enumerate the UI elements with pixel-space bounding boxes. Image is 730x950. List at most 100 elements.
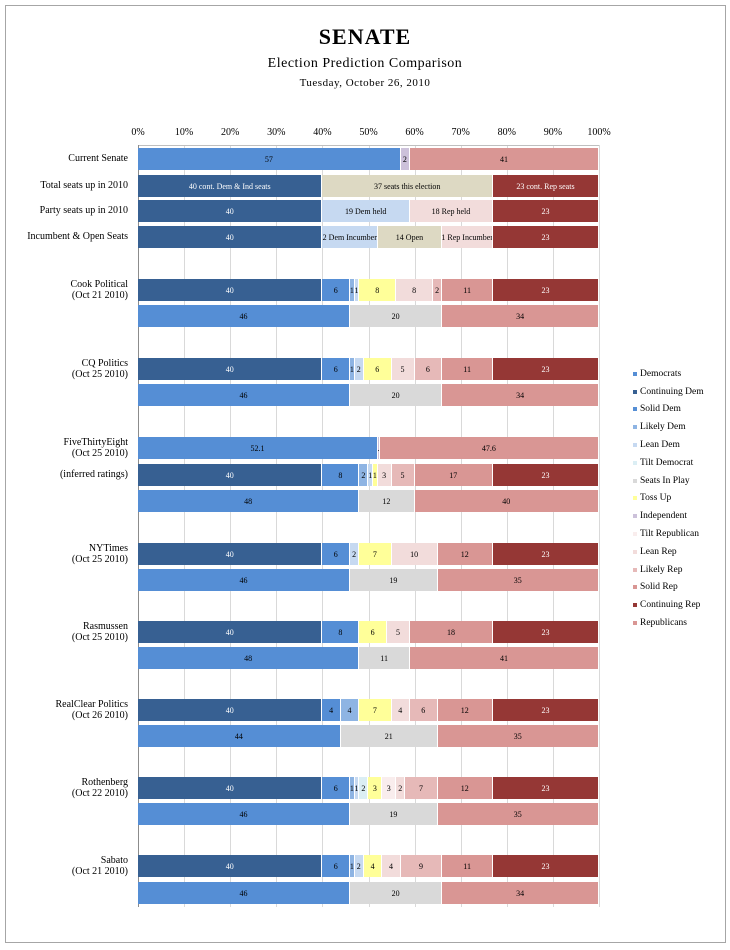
bar-segment-lean-dem: 19 Dem held bbox=[322, 200, 410, 222]
bar-segment-lean-rep: 8 bbox=[396, 279, 434, 301]
stacked-bar: 40 cont. Dem & Ind seats 37 seats this el… bbox=[138, 175, 599, 197]
bar-segment-continuing-dem: 40 bbox=[138, 200, 323, 222]
legend-swatch bbox=[633, 585, 637, 590]
row-label-title: Current Senate bbox=[68, 153, 128, 164]
row-label-date: (Oct 21 2010) bbox=[71, 866, 128, 877]
row-label-title: CQ Politics bbox=[81, 358, 128, 369]
chart-date: Tuesday, October 26, 2010 bbox=[299, 77, 431, 89]
bar-segment-solid-rep: 12 bbox=[437, 699, 493, 721]
legend-item: Independent bbox=[633, 507, 704, 525]
bar-segment-independent: 2 bbox=[400, 148, 410, 170]
bar-segment-solid-dem: 6 bbox=[322, 543, 351, 565]
bar-segment-continuing-dem: 40 cont. Dem & Ind seats bbox=[138, 175, 323, 197]
bar-segment-likely-rep: 2 bbox=[433, 279, 443, 301]
bar-segment-toss-up: 3 bbox=[368, 777, 383, 799]
row-label-date: (Oct 21 2010) bbox=[71, 290, 128, 301]
bar-segment-democrats: 48 bbox=[138, 490, 360, 512]
stacked-bar: 40 6 1 1 2 3 3 2 7 12 23 bbox=[138, 777, 599, 799]
row-label-date: (Oct 25 2010) bbox=[71, 369, 128, 380]
bar-segment-likely-rep: 6 bbox=[409, 699, 438, 721]
legend-label: Continuing Rep bbox=[640, 600, 701, 611]
legend-swatch bbox=[633, 496, 637, 501]
bar-segment-seats-in-play: 12 bbox=[359, 490, 415, 512]
bar-segment-continuing-rep: 23 bbox=[492, 699, 599, 721]
legend-item: Democrats bbox=[633, 365, 704, 383]
stacked-bar: 40 19 Dem held 18 Rep held 23 bbox=[138, 200, 599, 222]
legend-label: Likely Dem bbox=[640, 422, 686, 433]
bar-segment-lean-rep: 4 bbox=[382, 855, 401, 877]
x-tick-label: 0% bbox=[131, 127, 145, 138]
stacked-bar: 44 21 35 bbox=[138, 725, 599, 747]
bar-segment-likely-dem: 4 bbox=[340, 699, 360, 721]
bar-segment-lean-rep: 18 Rep held bbox=[409, 200, 493, 222]
row-label-title: NYTimes bbox=[88, 543, 128, 554]
bar-segment-likely-rep: 9 bbox=[400, 855, 443, 877]
row-label: Current Senate bbox=[68, 153, 128, 164]
legend-swatch bbox=[633, 567, 637, 572]
bar-segment-democrats: 44 bbox=[138, 725, 341, 747]
bar-segment-independent: 0.4 bbox=[377, 437, 380, 459]
row-label: Sabato (Oct 21 2010) bbox=[72, 855, 128, 877]
gridline bbox=[276, 145, 278, 907]
legend-item: Continuing Rep bbox=[633, 596, 704, 614]
legend-item: Tilt Democrat bbox=[633, 454, 704, 472]
bar-segment-democrats: 46 bbox=[138, 803, 351, 825]
x-tick-label: 80% bbox=[497, 127, 516, 138]
legend-item: Seats In Play bbox=[633, 472, 704, 490]
bar-segment-tilt-republican: 3 bbox=[382, 777, 397, 799]
row-label-date: (Oct 22 2010) bbox=[71, 788, 128, 799]
bar-segment-continuing-rep: 23 bbox=[492, 543, 599, 565]
bar-segment-lean-dem: 1 bbox=[368, 464, 374, 486]
row-label: Incumbent & Open Seats bbox=[27, 231, 128, 242]
legend: Democrats Continuing Dem Solid Dem Likely D… bbox=[633, 365, 704, 632]
bar-segment-republicans: 41 bbox=[409, 647, 599, 669]
bar-segment-continuing-dem: 40 bbox=[138, 358, 323, 380]
bar-segment-democrats: 48 bbox=[138, 647, 360, 669]
bar-segment-continuing-dem: 40 bbox=[138, 464, 323, 486]
bar-segment-democrats: 46 bbox=[138, 305, 351, 327]
legend-item: Likely Dem bbox=[633, 418, 704, 436]
legend-label: Toss Up bbox=[640, 493, 672, 504]
legend-label: Democrats bbox=[640, 368, 682, 379]
x-axis-line bbox=[138, 145, 599, 146]
bar-segment-solid-rep: 11 bbox=[442, 358, 493, 380]
bar-segment-solid-rep: 12 bbox=[437, 543, 493, 565]
legend-label: Tilt Democrat bbox=[640, 457, 694, 468]
bar-segment-lean-rep: 11 Rep Incumbent bbox=[442, 226, 493, 248]
stacked-bar: 40 4 4 7 4 6 12 23 bbox=[138, 699, 599, 721]
bar-segment-lean-dem: 12 Dem Incumbent bbox=[322, 226, 378, 248]
bar-segment-solid-dem: 4 bbox=[322, 699, 341, 721]
legend-swatch bbox=[633, 389, 637, 394]
legend-swatch bbox=[633, 460, 637, 465]
bar-segment-continuing-rep: 23 bbox=[492, 200, 599, 222]
bar-segment-continuing-dem: 40 bbox=[138, 621, 323, 643]
row-label-title: Rothenberg bbox=[81, 777, 128, 788]
legend-swatch bbox=[633, 532, 637, 537]
bar-segment-republicans: 35 bbox=[437, 803, 599, 825]
bar-segment-republicans: 40 bbox=[414, 490, 599, 512]
stacked-bar: 48 12 40 bbox=[138, 490, 599, 512]
bar-segment-seats-in-play: 20 bbox=[350, 882, 443, 904]
stacked-bar: 40 8 6 5 18 23 bbox=[138, 621, 599, 643]
gridline bbox=[460, 145, 462, 907]
stacked-bar: 46 20 34 bbox=[138, 882, 599, 904]
row-label-date: (Oct 25 2010) bbox=[71, 632, 128, 643]
legend-item: Republicans bbox=[633, 614, 704, 632]
stacked-bar: 46 19 35 bbox=[138, 569, 599, 591]
row-label: Rasmussen (Oct 25 2010) bbox=[72, 621, 128, 643]
stacked-bar: 40 6 1 2 4 4 9 11 23 bbox=[138, 855, 599, 877]
bar-segment-tilt-democrat: 2 bbox=[359, 777, 369, 799]
bar-segment-toss-up: 6 bbox=[363, 358, 392, 380]
bar-segment-likely-dem: 1 bbox=[350, 279, 355, 301]
bar-segment-democrats: 46 bbox=[138, 384, 351, 406]
bar-segment-likely-rep: 5 bbox=[391, 464, 415, 486]
legend-swatch bbox=[633, 603, 637, 608]
bar-segment-this-election: 14 Open bbox=[377, 226, 443, 248]
bar-segment-continuing-rep: 23 bbox=[492, 279, 599, 301]
gridline bbox=[230, 145, 232, 907]
bar-segment-lean-rep: 5 bbox=[386, 621, 410, 643]
bar-segment-toss-up: 7 bbox=[359, 543, 392, 565]
bar-segment-seats-in-play: 19 bbox=[350, 803, 438, 825]
legend-label: Independent bbox=[640, 511, 687, 522]
